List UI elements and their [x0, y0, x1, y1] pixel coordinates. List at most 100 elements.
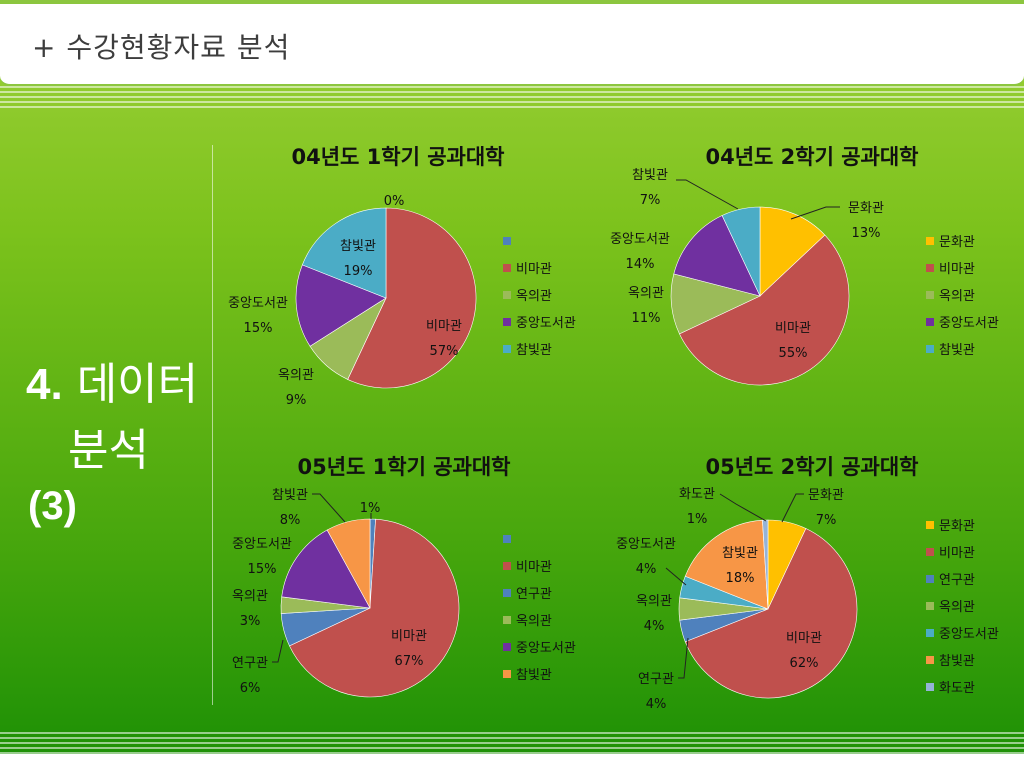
slice-label-name: 문화관 — [808, 488, 844, 503]
legend-label: 참빛관 — [939, 343, 975, 358]
slice-label-percent: 9% — [286, 393, 307, 408]
legend-swatch — [503, 264, 511, 272]
legend-label: 옥의관 — [939, 289, 975, 304]
slice-label-name: 화도관 — [679, 487, 715, 502]
slice-label-percent: 3% — [240, 614, 261, 629]
pie-slice-비마관 — [684, 528, 858, 699]
legend-swatch — [926, 345, 934, 353]
header-rule-lines — [0, 86, 1024, 111]
slice-label-percent: 8% — [280, 513, 301, 528]
legend-swatch — [926, 602, 934, 610]
pie-slice-비마관 — [347, 207, 477, 389]
slice-label-percent: 67% — [395, 654, 424, 669]
legend-swatch — [926, 521, 934, 529]
slice-label-name: 연구관 — [232, 656, 268, 671]
legend-swatch — [503, 535, 511, 543]
legend-label: 중앙도서관 — [516, 641, 576, 656]
slice-label-name: 참빛관 — [722, 546, 758, 561]
legend-swatch — [926, 291, 934, 299]
slice-label-name: 참빛관 — [340, 239, 376, 254]
chart-title: 05년도 1학기 공과대학 — [297, 455, 510, 479]
legend-swatch — [503, 345, 511, 353]
legend-swatch — [926, 318, 934, 326]
pie-slice-참빛관 — [326, 518, 371, 609]
slice-label-name: 중앙도서관 — [610, 232, 670, 247]
slice-label-percent: 11% — [632, 311, 661, 326]
legend-label: 옥의관 — [516, 289, 552, 304]
slice-label-percent: 1% — [687, 512, 708, 527]
slice-label-percent: 14% — [626, 257, 655, 272]
pie-slice-비마관 — [289, 518, 460, 698]
slice-label-name: 옥의관 — [278, 368, 314, 383]
pie-slice-참빛관 — [301, 207, 387, 299]
slice-label-percent: 15% — [244, 321, 273, 336]
legend-swatch — [503, 291, 511, 299]
slice-label-percent: 7% — [816, 513, 837, 528]
slice-label-percent: 57% — [430, 344, 459, 359]
legend-swatch — [926, 629, 934, 637]
legend-swatch — [503, 670, 511, 678]
slice-label-name: 비마관 — [426, 319, 462, 334]
slice-label-name: 옥의관 — [636, 594, 672, 609]
side-heading-line3: (3) — [28, 484, 77, 528]
leader-line — [781, 493, 804, 523]
slice-label-percent: 55% — [779, 346, 808, 361]
chart-title: 05년도 2학기 공과대학 — [705, 455, 918, 479]
slice-label-name: 옥의관 — [232, 589, 268, 604]
leader-line — [678, 637, 689, 679]
slice-label-percent: 6% — [240, 681, 261, 696]
slice-label-name: 옥의관 — [628, 286, 664, 301]
chart-title: 04년도 1학기 공과대학 — [291, 145, 504, 169]
legend-label: 중앙도서관 — [939, 627, 999, 642]
pie-slice-참빛관 — [684, 519, 769, 610]
side-heading-line2: 분석 — [68, 425, 149, 476]
legend-swatch — [503, 643, 511, 651]
slice-label-percent: 0% — [384, 194, 405, 209]
legend-label: 문화관 — [939, 235, 975, 250]
slide-title: + 수강현황자료 분석 — [32, 31, 291, 64]
slice-label-name: 중앙도서관 — [232, 537, 292, 552]
legend-swatch — [503, 237, 511, 245]
slice-label-percent: 15% — [248, 562, 277, 577]
legend-label: 비마관 — [939, 546, 975, 561]
slice-label-name: 비마관 — [391, 629, 427, 644]
legend-label: 연구관 — [939, 573, 975, 588]
legend-swatch — [503, 318, 511, 326]
legend-label: 참빛관 — [516, 343, 552, 358]
legend-label: 비마관 — [939, 262, 975, 277]
side-heading-number: 4. — [26, 360, 63, 409]
slice-label-percent: 18% — [726, 571, 755, 586]
pie-slice-참빛관 — [721, 206, 761, 297]
slice-label-percent: 4% — [644, 619, 665, 634]
leader-line — [272, 639, 284, 663]
legend-swatch — [503, 589, 511, 597]
legend-label: 화도관 — [939, 681, 975, 696]
leader-line — [676, 179, 739, 210]
slice-label-percent: 4% — [636, 562, 657, 577]
legend-label: 옥의관 — [516, 614, 552, 629]
pie-slice-중앙도서관 — [295, 264, 387, 347]
leader-line — [790, 206, 840, 220]
slice-label-name: 중앙도서관 — [228, 296, 288, 311]
slice-label-percent: 19% — [344, 264, 373, 279]
slice-label-percent: 62% — [790, 656, 819, 671]
slice-label-name: 중앙도서관 — [616, 537, 676, 552]
legend-label: 참빛관 — [939, 654, 975, 669]
slice-label-name: 참빛관 — [632, 168, 668, 183]
pie-slice-문화관 — [759, 206, 826, 297]
footer-rule-lines — [0, 732, 1024, 757]
legend-label: 연구관 — [516, 587, 552, 602]
pie-chart-3: 05년도 1학기 공과대학 1% 비마관 67% 연구관 6% 옥의관 3% 중앙도서관 15% 참… — [232, 455, 576, 698]
slice-label-percent: 13% — [852, 226, 881, 241]
legend-swatch — [926, 656, 934, 664]
legend-label: 비마관 — [516, 560, 552, 575]
pie-slice-중앙도서관 — [281, 529, 371, 609]
legend-swatch — [926, 683, 934, 691]
footer-bar — [0, 754, 1024, 768]
leader-line — [719, 493, 767, 522]
legend-label: 비마관 — [516, 262, 552, 277]
legend-label: 문화관 — [939, 519, 975, 534]
pie-slice-중앙도서관 — [673, 215, 761, 297]
